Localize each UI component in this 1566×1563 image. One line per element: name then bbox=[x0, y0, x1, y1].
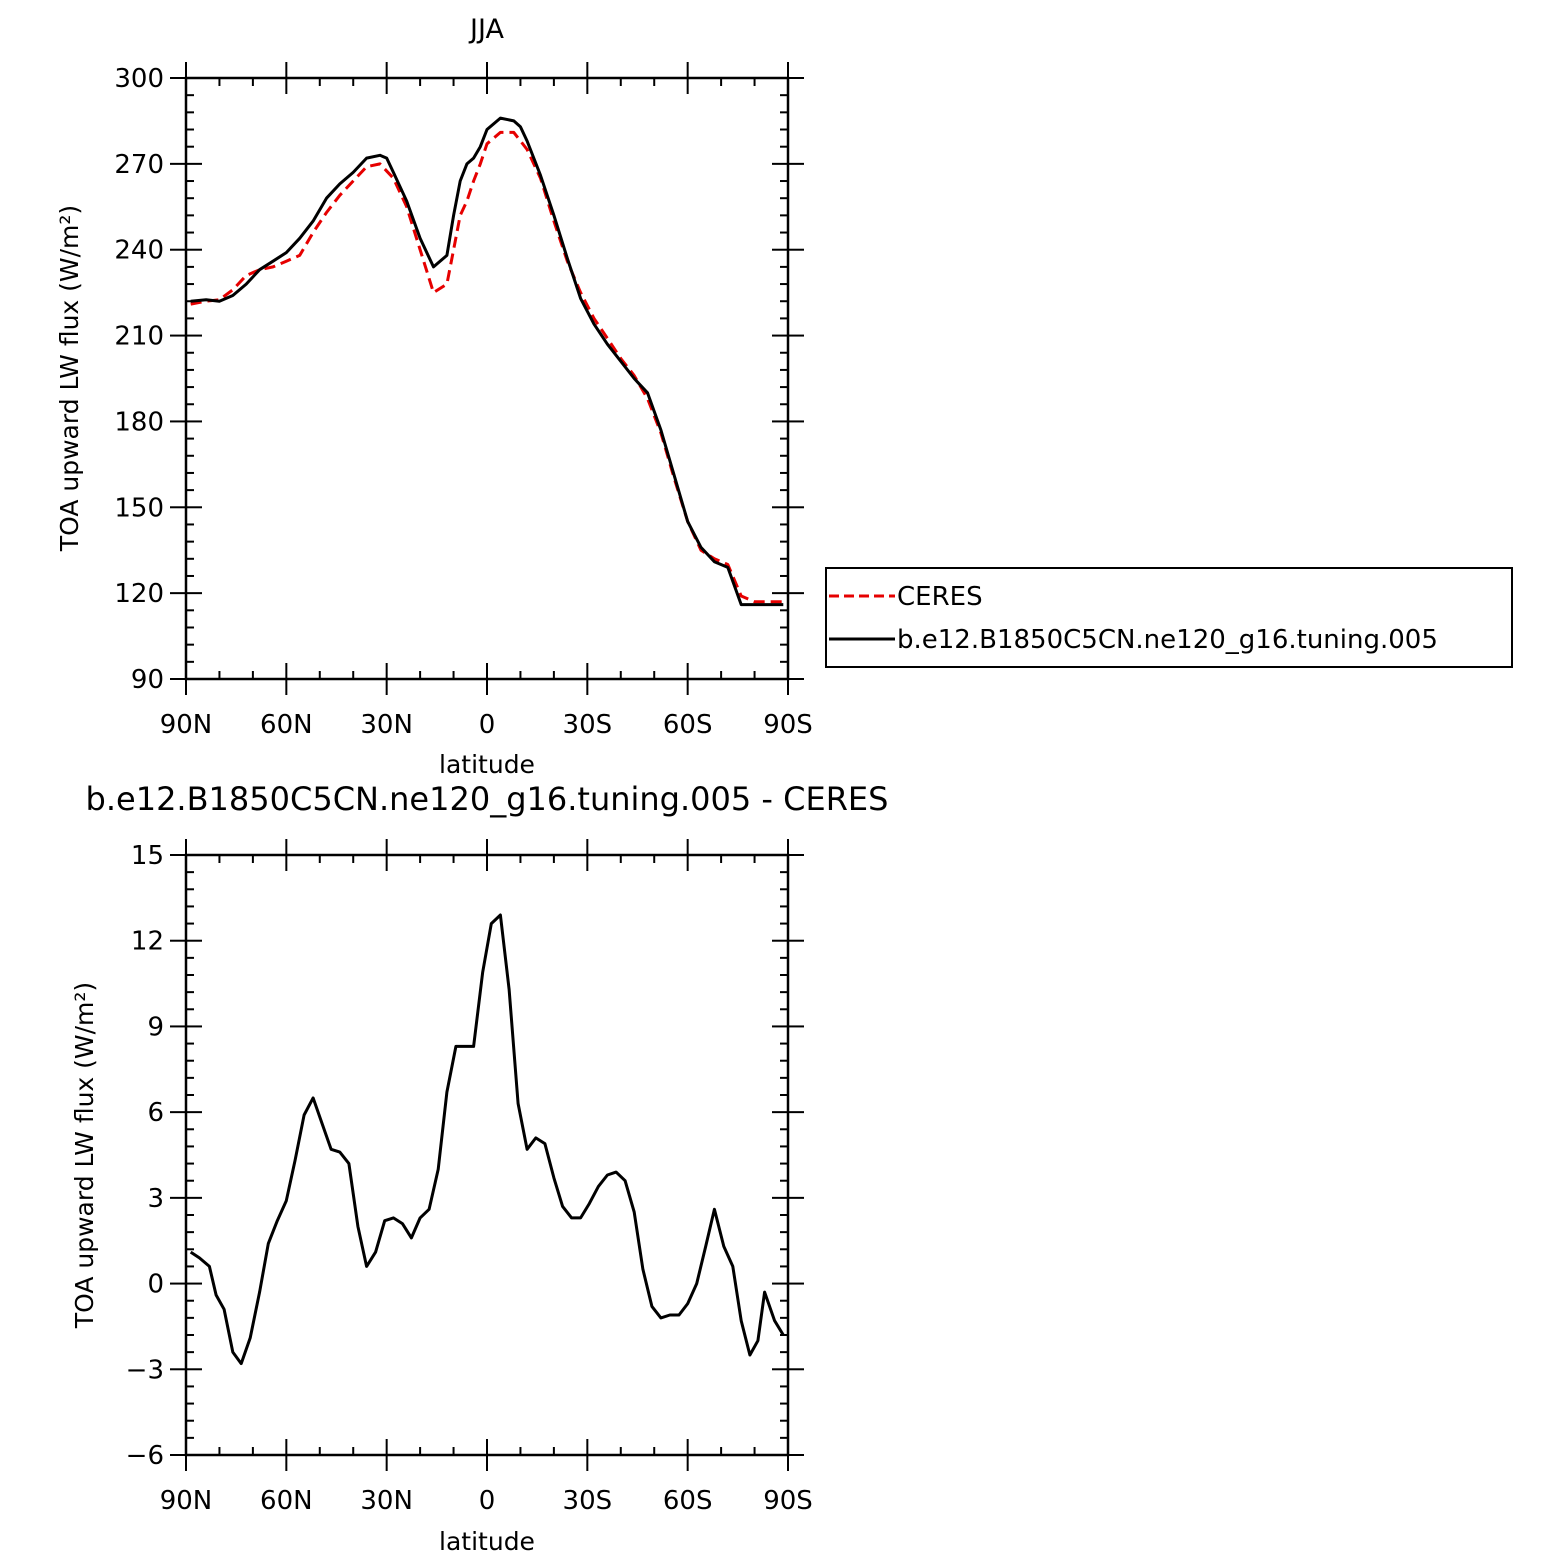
top-x-tick-label: 0 bbox=[479, 710, 496, 740]
bottom-y-tick-label: 12 bbox=[131, 927, 164, 957]
bottom-y-tick-label: 0 bbox=[147, 1270, 164, 1300]
top-y-tick-label: 180 bbox=[114, 407, 164, 437]
top-plot-frame bbox=[184, 76, 790, 681]
top-x-tick-label: 30S bbox=[563, 710, 613, 740]
bottom-x-tick-label: 60N bbox=[260, 1486, 313, 1516]
legend: CERES b.e12.B1850C5CN.ne120_g16.tuning.0… bbox=[825, 567, 1513, 668]
top-chart-title: JJA bbox=[468, 14, 504, 45]
legend-label-ceres: CERES bbox=[897, 582, 983, 612]
top-y-tick-label: 240 bbox=[114, 236, 164, 266]
legend-box bbox=[825, 567, 1513, 668]
top-x-tick-label: 60N bbox=[260, 710, 313, 740]
top-series-line-model bbox=[190, 116, 784, 607]
bottom-x-tick-label: 30S bbox=[563, 1486, 613, 1516]
top-y-tick-label: 90 bbox=[131, 665, 164, 695]
top-y-axis-label: TOA upward LW flux (W/m²) bbox=[55, 205, 84, 552]
bottom-x-tick-label: 0 bbox=[479, 1486, 496, 1516]
top-panel: JJA 90 120 150 180 210 240 270 300 90N 60N 30N 0 30… bbox=[55, 14, 1513, 779]
top-x-tick-label: 90N bbox=[160, 710, 213, 740]
top-series-line-ceres bbox=[190, 130, 784, 604]
bottom-y-tick-label: −3 bbox=[126, 1355, 164, 1385]
top-y-tick-label: 210 bbox=[114, 322, 164, 352]
top-y-tick-label: 270 bbox=[114, 150, 164, 180]
bottom-x-tick-label: 90S bbox=[763, 1486, 813, 1516]
bottom-x-axis-label: latitude bbox=[439, 1527, 535, 1556]
legend-label-model: b.e12.B1850C5CN.ne120_g16.tuning.005 bbox=[897, 625, 1438, 655]
bottom-y-tick-label: 3 bbox=[147, 1184, 164, 1214]
bottom-x-tick-label: 90N bbox=[160, 1486, 213, 1516]
bottom-chart-title: b.e12.B1850C5CN.ne120_g16.tuning.005 - C… bbox=[86, 780, 889, 818]
bottom-x-tick-label: 60S bbox=[663, 1486, 713, 1516]
top-x-axis-label: latitude bbox=[439, 750, 535, 779]
top-y-tick-label: 150 bbox=[114, 493, 164, 523]
bottom-panel: b.e12.B1850C5CN.ne120_g16.tuning.005 - C… bbox=[70, 780, 888, 1556]
bottom-y-tick-label: −6 bbox=[126, 1441, 164, 1471]
top-x-tick-label: 60S bbox=[663, 710, 713, 740]
bottom-y-tick-label: 15 bbox=[131, 841, 164, 871]
top-y-tick-label: 120 bbox=[114, 579, 164, 609]
top-y-tick-label: 300 bbox=[114, 64, 164, 94]
bottom-y-tick-label: 9 bbox=[147, 1012, 164, 1042]
top-x-tick-label: 30N bbox=[360, 710, 413, 740]
bottom-x-tick-label: 30N bbox=[360, 1486, 413, 1516]
bottom-y-axis-label: TOA upward LW flux (W/m²) bbox=[70, 982, 99, 1329]
bottom-series-line-model bbox=[189, 913, 785, 1366]
top-x-tick-label: 90S bbox=[763, 710, 813, 740]
bottom-y-tick-label: 6 bbox=[147, 1098, 164, 1128]
